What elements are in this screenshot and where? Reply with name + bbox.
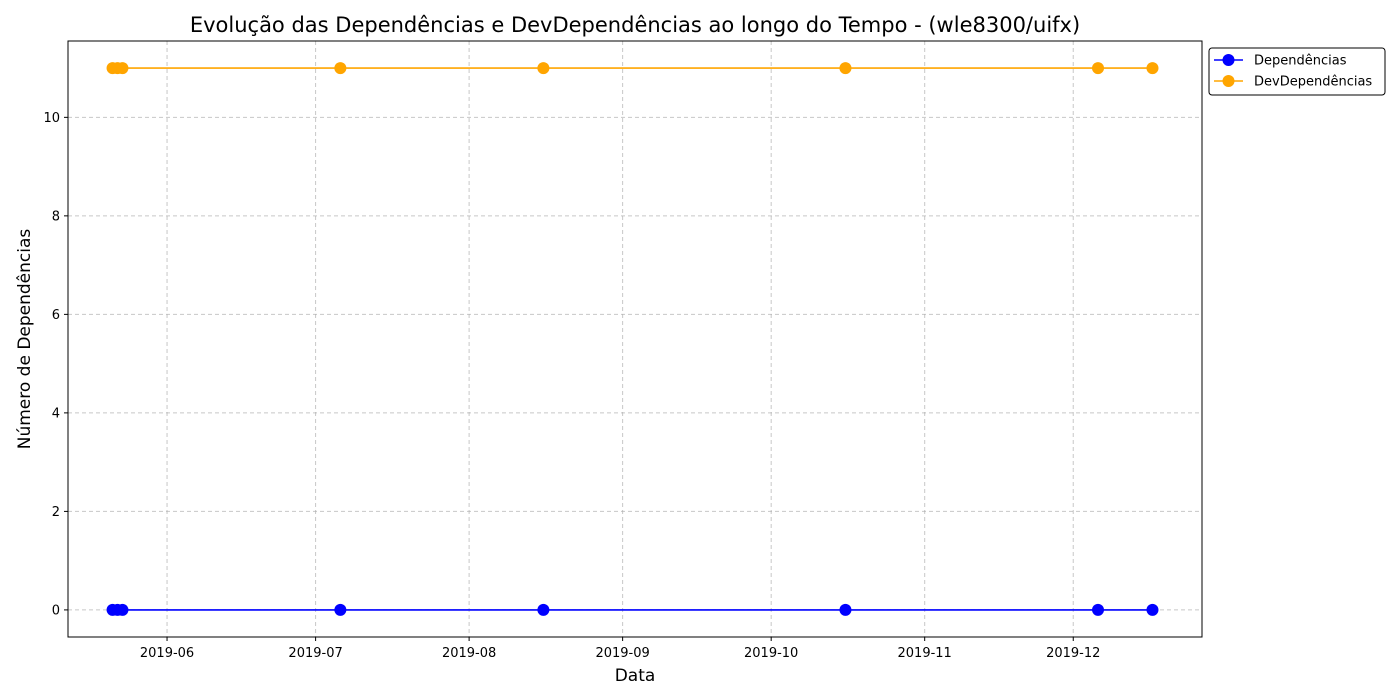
series-layer (106, 62, 1159, 616)
legend-label: Dependências (1254, 54, 1347, 69)
legend-marker (1222, 54, 1235, 66)
legend-label: DevDependências (1254, 75, 1372, 90)
chart-title: Evolução das Dependências e DevDependênc… (190, 13, 1080, 37)
y-axis: 0 2 4 6 8 10 (43, 111, 68, 618)
y-tick-label: 10 (43, 111, 60, 126)
grid (68, 41, 1202, 637)
plot-frame (67, 40, 1203, 638)
x-tick-label: 2019-06 (140, 646, 194, 661)
data-point (334, 62, 347, 75)
x-axis-label: Data (615, 666, 656, 686)
data-point (537, 62, 550, 75)
x-tick-label: 2019-12 (1046, 646, 1100, 661)
x-tick-label: 2019-10 (744, 646, 798, 661)
data-point (116, 62, 129, 75)
x-axis: 2019-06 2019-07 2019-08 2019-09 2019-10 2019-… (140, 637, 1100, 661)
y-axis-label: Número de Dependências (15, 229, 35, 450)
data-point (839, 603, 852, 616)
data-point (839, 62, 852, 75)
legend-box (1208, 47, 1386, 96)
x-tick-label: 2019-11 (898, 646, 952, 661)
x-tick-label: 2019-07 (288, 646, 342, 661)
data-point (1092, 62, 1105, 75)
series-2 (106, 62, 1159, 75)
legend-marker (1222, 75, 1235, 87)
y-tick-label: 8 (52, 209, 60, 224)
y-tick-label: 4 (52, 406, 60, 421)
data-point (1092, 603, 1105, 616)
y-tick-label: 2 (52, 505, 60, 520)
y-tick-label: 0 (52, 603, 60, 618)
data-point (1146, 62, 1159, 75)
x-tick-label: 2019-09 (595, 646, 649, 661)
x-tick-label: 2019-08 (442, 646, 496, 661)
y-tick-label: 6 (52, 308, 60, 323)
data-point (334, 603, 347, 616)
legend: Dependências DevDependências (1208, 47, 1386, 96)
data-point (537, 603, 550, 616)
data-point (116, 603, 129, 616)
series-1 (106, 603, 1159, 616)
data-point (1146, 603, 1159, 616)
